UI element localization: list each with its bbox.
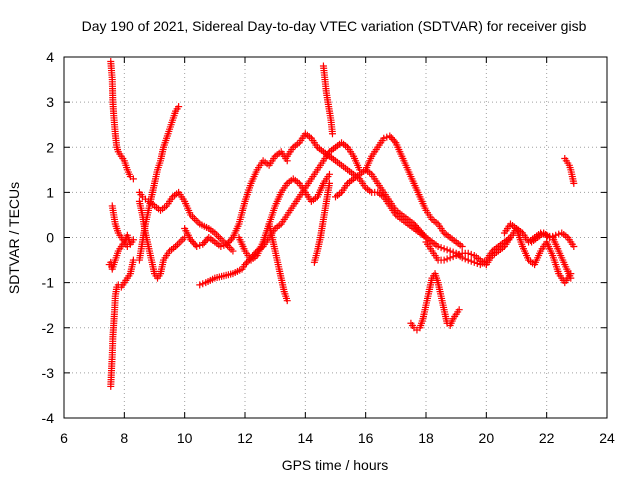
data-point-track-16: [387, 134, 395, 142]
y-tick-label: -2: [42, 320, 55, 336]
data-point-track-9: [196, 281, 204, 289]
data-point-track-16: [390, 137, 398, 145]
data-point-track-15: [467, 257, 475, 265]
data-point-track-15: [413, 223, 421, 231]
data-points-layer: [105, 58, 578, 390]
data-point-track-8: [223, 240, 231, 248]
data-point-track-21: [546, 234, 554, 241]
data-point-track-13: [328, 130, 336, 138]
plot-frame: [63, 56, 608, 419]
data-point-track-9: [241, 261, 249, 269]
data-point-track-21: [549, 232, 557, 240]
x-tick-label: 14: [298, 430, 314, 446]
x-tick-label: 22: [539, 430, 555, 446]
data-point-track-9: [243, 259, 251, 267]
data-point-track-4: [123, 243, 131, 251]
data-point-track-8: [187, 236, 195, 244]
data-point-track-15: [470, 258, 478, 266]
data-point-track-16: [386, 132, 394, 140]
data-point-track-8: [196, 241, 204, 249]
data-point-track-18: [455, 250, 463, 258]
data-point-track-18: [443, 255, 451, 263]
data-point-track-8: [193, 243, 201, 251]
data-point-track-14: [325, 179, 333, 187]
y-tick-label: 4: [46, 49, 54, 65]
data-point-track-16: [380, 134, 388, 142]
data-point-track-18: [452, 252, 460, 260]
y-tick-label: 3: [46, 94, 54, 110]
data-point-track-15: [443, 246, 451, 254]
data-point-track-8: [224, 239, 232, 247]
x-tick-label: 24: [599, 430, 615, 446]
data-point-track-8: [199, 240, 207, 248]
data-point-track-15: [440, 245, 448, 253]
data-point-track-5: [175, 103, 183, 111]
data-point-track-15: [411, 222, 419, 230]
x-tick-label: 8: [120, 430, 128, 446]
data-point-track-15: [419, 230, 427, 238]
x-axis-label: GPS time / hours: [282, 457, 389, 473]
data-point-track-21: [552, 231, 560, 239]
data-point-track-8: [226, 237, 234, 245]
y-tick-label: -3: [42, 365, 55, 381]
data-point-track-20: [567, 270, 575, 278]
data-point-track-15: [437, 244, 445, 252]
data-point-track-22: [570, 179, 578, 187]
y-tick-label: 0: [46, 230, 54, 246]
y-axis-label: SDTVAR / TECUs: [6, 182, 22, 294]
data-point-track-8: [200, 239, 208, 247]
data-point-track-15: [434, 243, 442, 251]
y-tick-label: -1: [42, 275, 55, 291]
data-point-track-8: [217, 243, 225, 251]
data-point-track-18: [464, 249, 472, 257]
data-point-track-17: [455, 306, 463, 314]
data-point-track-15: [417, 228, 425, 236]
data-point-track-18: [467, 250, 475, 258]
chart-title: Day 190 of 2021, Sidereal Day-to-day VTE…: [82, 18, 587, 34]
data-point-track-10: [325, 170, 333, 178]
data-point-track-15: [420, 232, 428, 240]
data-point-track-8: [220, 241, 228, 249]
data-point-track-15: [414, 225, 422, 233]
data-point-track-1: [129, 175, 137, 183]
x-tick-label: 16: [358, 430, 374, 446]
y-tick-label: -4: [42, 410, 55, 426]
x-tick-label: 6: [60, 430, 68, 446]
x-tick-label: 10: [177, 430, 193, 446]
data-point-track-16: [458, 243, 466, 251]
x-tick-label: 12: [237, 430, 253, 446]
data-point-track-15: [416, 227, 424, 235]
data-point-track-8: [188, 237, 196, 245]
x-tick-label: 18: [418, 430, 434, 446]
data-point-track-15: [410, 220, 418, 228]
data-point-track-18: [440, 256, 448, 264]
data-point-track-18: [449, 253, 457, 261]
data-point-track-8: [202, 237, 210, 245]
data-point-track-8: [227, 235, 235, 243]
data-point-track-2: [129, 256, 137, 264]
y-tick-label: 1: [46, 184, 54, 200]
data-point-track-8: [190, 239, 198, 247]
data-point-track-3: [129, 236, 137, 244]
data-point-track-18: [446, 254, 454, 262]
data-point-track-16: [389, 135, 397, 143]
data-point-track-9: [199, 280, 207, 288]
data-point-track-15: [464, 256, 472, 264]
data-point-track-11: [283, 297, 291, 305]
data-point-track-15: [446, 247, 454, 255]
x-tick-label: 20: [479, 430, 495, 446]
data-point-track-6: [229, 247, 237, 255]
y-tick-label: 2: [46, 139, 54, 155]
data-point-track-21: [570, 243, 578, 251]
